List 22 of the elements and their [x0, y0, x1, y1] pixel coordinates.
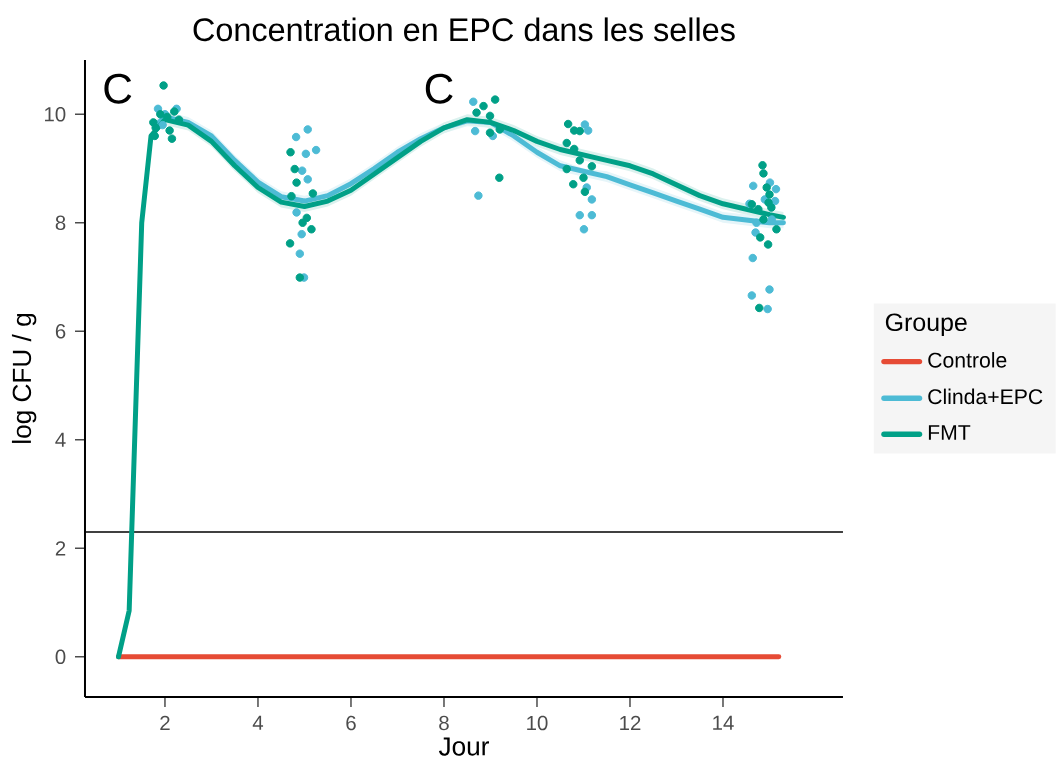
x-tick-label: 10: [527, 715, 548, 731]
legend-title: Groupe: [885, 313, 967, 337]
y-tick-label: 6: [55, 324, 66, 339]
chart-title: Concentration en EPC dans les selles: [193, 17, 735, 42]
legend-label: Controle: [928, 352, 1007, 368]
y-tick-label: 0: [55, 649, 66, 665]
x-tick-label: 14: [713, 715, 734, 730]
x-tick-label: 6: [346, 715, 356, 731]
y-tick-label: 4: [55, 432, 66, 447]
annotation: C: [104, 73, 132, 104]
x-tick-label: 4: [252, 715, 264, 730]
y-axis-title: log CFU / g: [11, 314, 37, 443]
legend-label: FMT: [928, 425, 971, 440]
x-tick-label: 2: [160, 715, 170, 731]
y-tick-label: 10: [45, 107, 66, 122]
y-tick-label: 8: [55, 215, 66, 231]
x-axis-title: Jour: [438, 737, 489, 756]
x-tick-label: 8: [439, 715, 449, 731]
y-tick-label: 2: [55, 541, 66, 556]
annotation: C: [425, 73, 453, 104]
x-tick-label: 12: [620, 715, 641, 731]
legend-label: Clinda+EPC: [928, 388, 1043, 405]
